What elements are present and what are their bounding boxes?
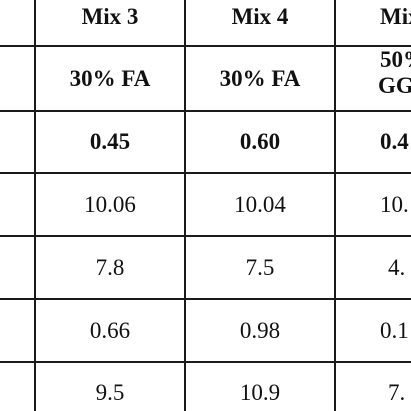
- column-divider: [184, 0, 186, 411]
- table-cell: 0.66: [89, 317, 131, 343]
- row-divider: [0, 110, 411, 112]
- wb-cell: 0.60: [239, 129, 281, 154]
- row-divider: [0, 172, 411, 174]
- table-cell: 0.98: [239, 317, 281, 343]
- table-cell: 7.8: [95, 254, 125, 280]
- table-cell: 0.1: [380, 317, 409, 343]
- wb-cell: 0.4: [380, 129, 409, 154]
- header-cell: Mix: [380, 4, 411, 29]
- table-cell: 4.: [388, 254, 406, 280]
- row-divider: [0, 235, 411, 237]
- table-cell: 10.06: [84, 191, 136, 217]
- table-cell: 10.: [380, 191, 409, 217]
- row-divider: [0, 361, 411, 363]
- column-divider: [334, 0, 336, 411]
- table-cell: 7.: [388, 380, 406, 405]
- wb-cell: 0.45: [89, 129, 131, 154]
- row-divider: [0, 298, 411, 300]
- binder-cell: 50% GG: [336, 47, 411, 110]
- binder-cell-line: GG: [378, 73, 411, 98]
- table-cell: 10.04: [234, 191, 286, 217]
- header-cell: Mix 3: [81, 4, 139, 29]
- table-cell: 10.9: [239, 380, 281, 405]
- column-divider: [34, 0, 36, 411]
- row-divider: [0, 45, 411, 47]
- binder-cell: 30% FA: [219, 65, 301, 91]
- binder-cell: 30% FA: [69, 65, 151, 91]
- table-cell: 7.5: [245, 254, 275, 280]
- binder-cell-line: 50%: [380, 47, 411, 72]
- header-cell: Mix 4: [231, 4, 289, 29]
- table-cell: 9.5: [95, 380, 125, 405]
